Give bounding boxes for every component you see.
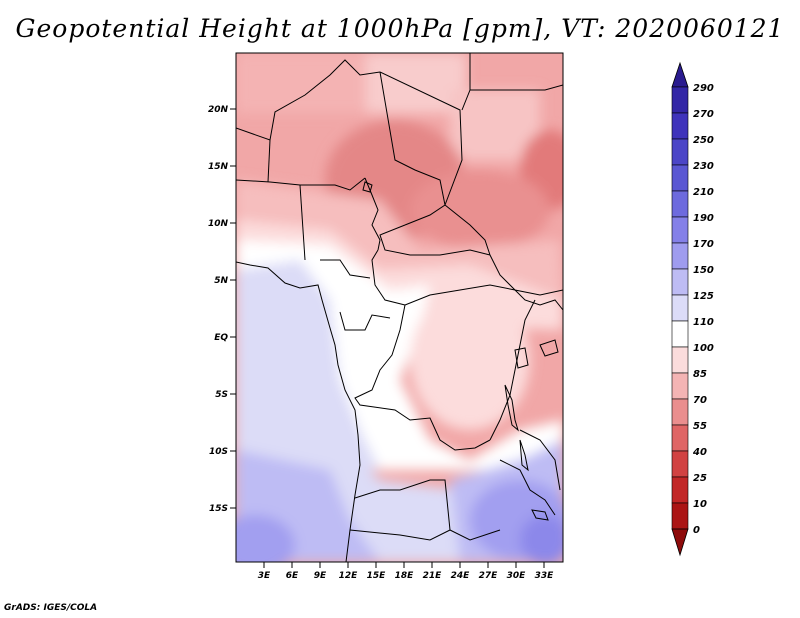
colorbar-swatch [671, 242, 689, 270]
lon-label: 18E [395, 571, 415, 581]
colorbar-swatch [671, 372, 689, 400]
colorbar-swatch [671, 398, 689, 426]
lat-label: 20N [208, 105, 229, 115]
colorbar-label: 210 [693, 187, 714, 198]
colorbar-label: 290 [693, 83, 714, 94]
colorbar-label: 10 [693, 499, 707, 510]
lat-label: 15S [209, 504, 228, 514]
geopotential-field [236, 53, 563, 562]
colorbar-top-arrow [671, 61, 689, 88]
colorbar-swatch [671, 320, 689, 348]
lon-label: 6E [286, 571, 299, 581]
colorbar-swatch [671, 164, 689, 192]
lon-label: 33E [535, 571, 555, 581]
colorbar-swatch [671, 476, 689, 504]
lat-label: 15N [208, 162, 229, 172]
lat-label: 5S [215, 390, 228, 400]
colorbar-swatch [671, 346, 689, 374]
colorbar-label: 270 [693, 109, 714, 120]
colorbar-swatch [671, 190, 689, 218]
colorbar-swatch [671, 294, 689, 322]
colorbar-label: 0 [693, 525, 700, 536]
colorbar-label: 150 [693, 265, 714, 276]
colorbar-label: 250 [693, 135, 714, 146]
colorbar-swatch [671, 86, 689, 114]
lon-label: 27E [479, 571, 499, 581]
lat-label: 10S [209, 447, 228, 457]
lat-label: 5N [214, 276, 228, 286]
lon-label: 3E [258, 571, 271, 581]
colorbar-swatch [671, 450, 689, 478]
colorbar-label: 170 [693, 239, 714, 250]
grads-credit: GrADS: IGES/COLA [4, 603, 98, 613]
lon-label: 15E [367, 571, 387, 581]
colorbar-swatch [671, 502, 689, 530]
colorbar-swatch [671, 112, 689, 140]
colorbar-label: 125 [693, 291, 714, 302]
colorbar [671, 61, 689, 557]
lon-label: 30E [507, 571, 527, 581]
colorbar-bottom-arrow [671, 528, 689, 557]
colorbar-swatch [671, 424, 689, 452]
colorbar-label: 70 [693, 395, 707, 406]
lon-label: 24E [451, 571, 471, 581]
colorbar-label: 110 [693, 317, 714, 328]
lon-label: 12E [339, 571, 359, 581]
colorbar-label: 85 [693, 369, 707, 380]
colorbar-label: 190 [693, 213, 714, 224]
colorbar-label: 230 [693, 161, 714, 172]
colorbar-label: 25 [693, 473, 707, 484]
lat-label: 10N [208, 219, 229, 229]
map-title: Geopotential Height at 1000hPa [gpm], VT… [15, 14, 785, 43]
colorbar-swatch [671, 216, 689, 244]
colorbar-label: 40 [692, 447, 707, 458]
colorbar-swatch [671, 268, 689, 296]
colorbar-label: 55 [693, 421, 707, 432]
lon-label: 9E [314, 571, 327, 581]
colorbar-swatch [671, 138, 689, 166]
map-frame [235, 52, 564, 563]
colorbar-label: 100 [693, 343, 714, 354]
lon-label: 21E [423, 571, 443, 581]
lat-label: EQ [214, 333, 228, 343]
